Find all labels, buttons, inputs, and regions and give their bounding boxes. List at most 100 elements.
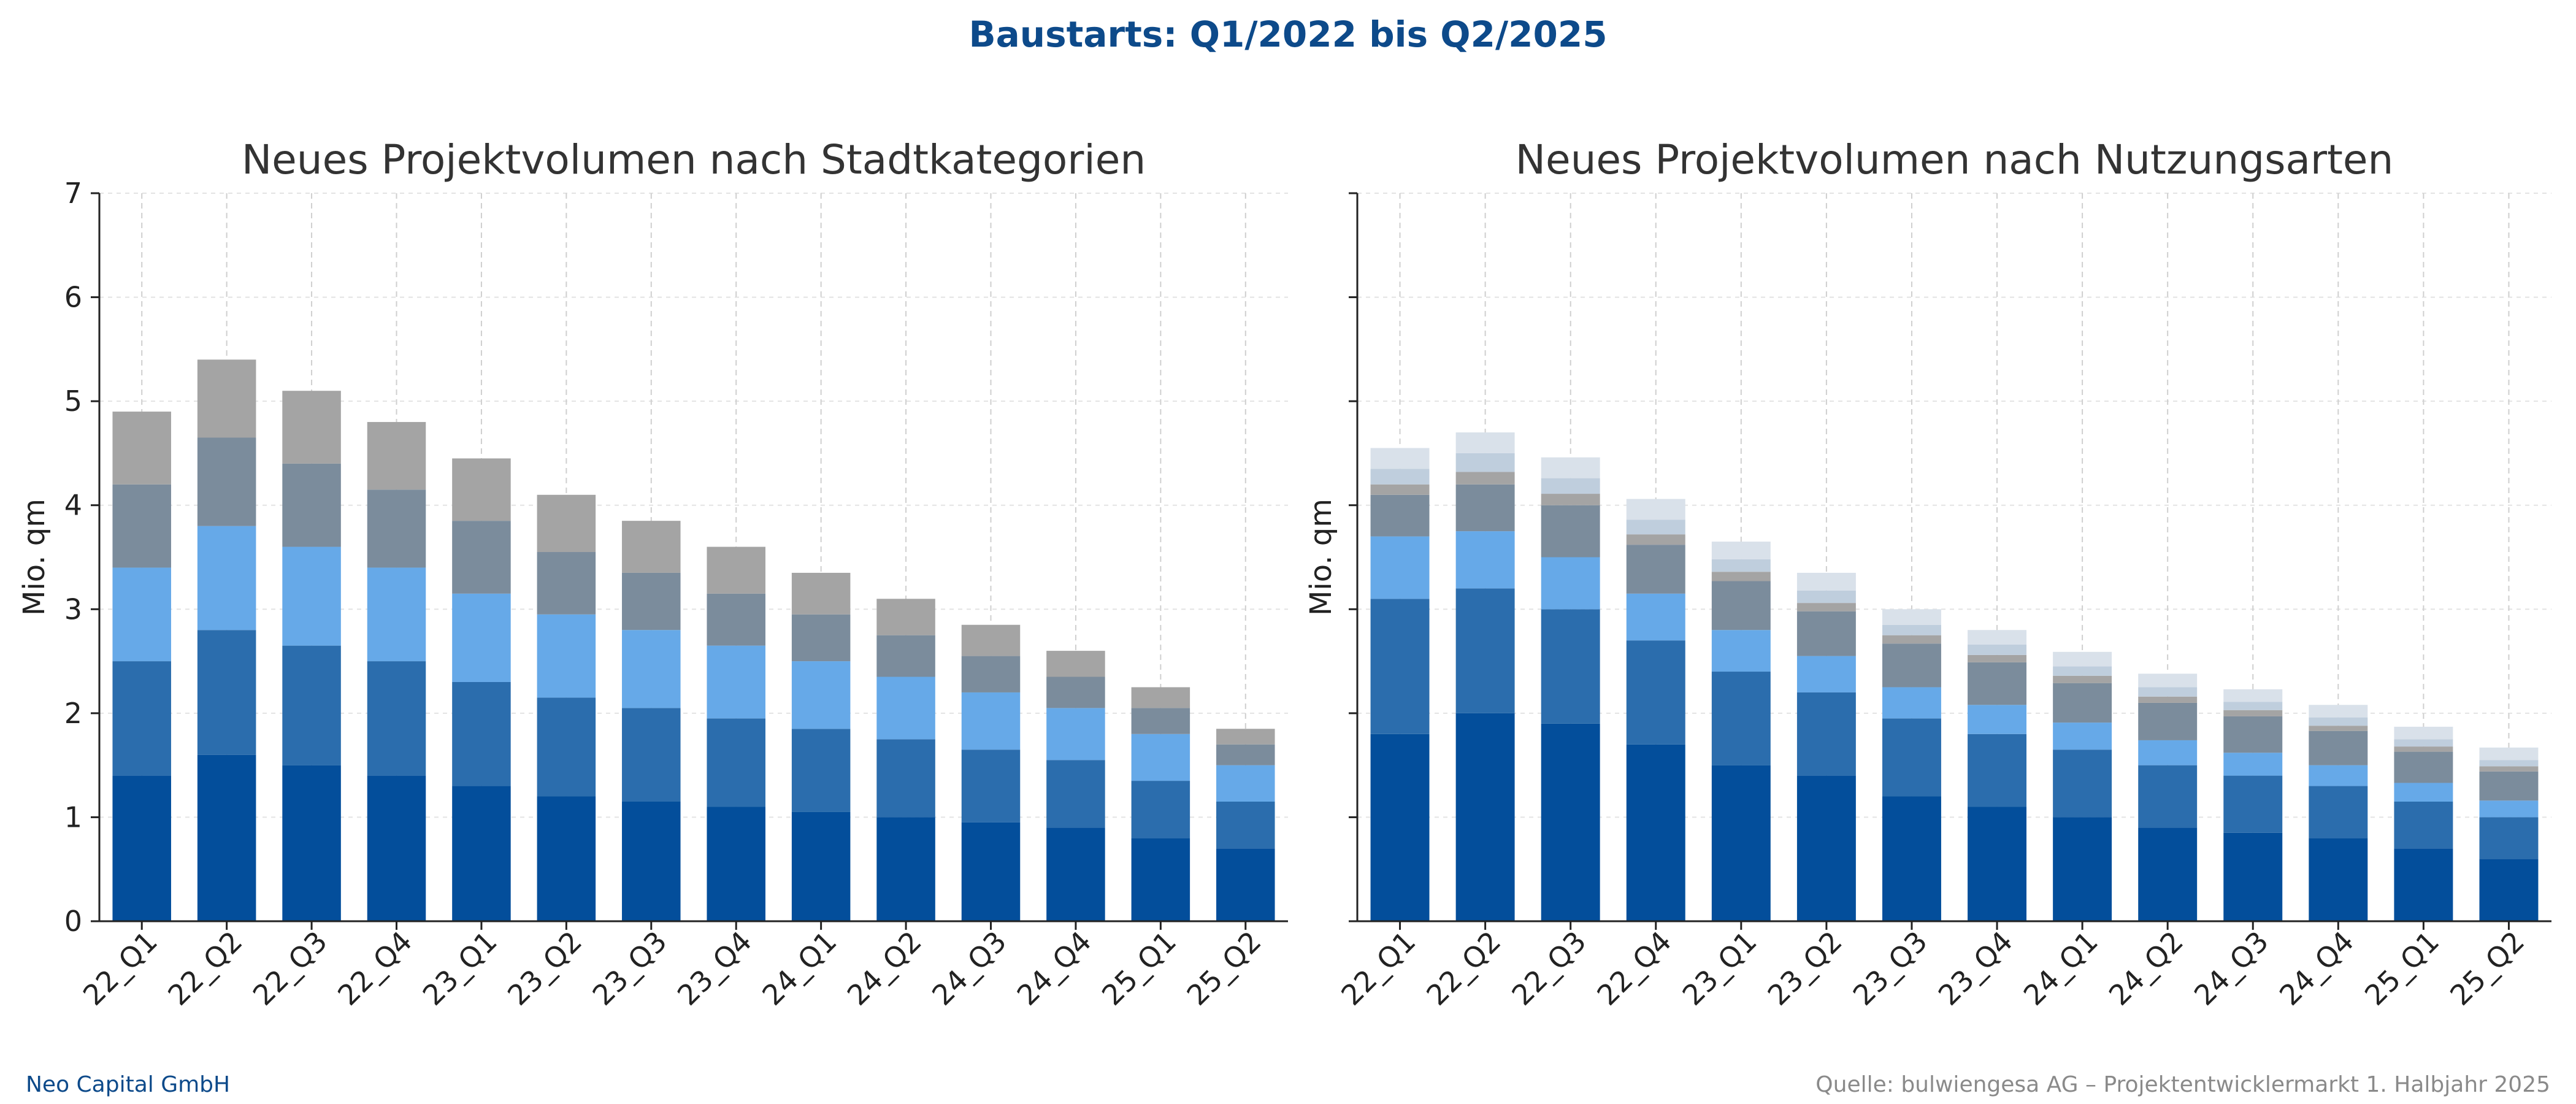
bar-segment [1626,534,1685,545]
bar-segment [197,754,256,921]
bar-segment [1541,505,1600,558]
bar-segment [1216,801,1275,849]
bar-segment [1968,734,2027,807]
bar-segment [1370,599,1430,734]
bar-segment [1370,494,1430,537]
x-tick-label: 22_Q4 [331,925,418,1012]
bar-segment [2138,702,2198,740]
bar-segment [876,677,935,740]
y-tick-label: 4 [64,489,82,522]
bar-segment [1455,472,1515,485]
bar-segment [1131,734,1190,781]
bar-segment [1796,775,1856,921]
bar-segment [2053,651,2112,667]
bar-segment [2053,675,2112,683]
bar-segment [622,572,681,631]
bar-segment [112,775,171,921]
x-tick-label: 25_Q1 [1095,925,1183,1012]
bar-segment [1455,531,1515,589]
bar-segment [1968,644,2027,655]
bar-segment [282,391,341,464]
bar-segment [1455,713,1515,921]
bar-segment [1968,654,2027,662]
bar-segment [876,599,935,635]
x-tick-label: 23_Q1 [416,925,504,1012]
bar-segment [112,567,171,662]
bar-segment [1796,590,1856,604]
x-tick-label: 23_Q4 [671,925,758,1012]
bar-segment [282,463,341,547]
bar-segment [2309,726,2368,731]
bar-segment [2479,800,2539,818]
page-title: Baustarts: Q1/2022 bis Q2/2025 [968,13,1608,55]
bar-segment [1541,609,1600,724]
x-tick-label: 24_Q2 [2103,925,2190,1012]
bar-segment [2309,765,2368,786]
bar-segment [2053,683,2112,723]
bar-segment [367,661,426,776]
bar-segment [1882,687,1941,719]
bar-segment [1968,630,2027,645]
bar-segment [367,775,426,921]
bar-segment [1046,708,1105,761]
x-tick-label: 23_Q3 [586,925,673,1012]
x-tick-label: 22_Q3 [1505,925,1592,1012]
bar-segment [1711,572,1771,581]
x-tick-label: 23_Q2 [501,925,588,1012]
bar-segment [791,614,851,662]
y-tick-label: 0 [64,905,82,938]
bar-segment [2223,832,2283,921]
bar-segment [2394,746,2453,752]
bar-segment [197,437,256,526]
bar-segment [2223,775,2283,833]
bar-segment [707,593,765,646]
bar-segment [707,546,765,594]
bar-segment [1882,609,1941,625]
bar-segment [2479,760,2539,767]
x-tick-label: 25_Q1 [2358,925,2445,1012]
chart-panel-2: 22_Q122_Q222_Q322_Q423_Q123_Q223_Q323_Q4… [1304,136,2551,1012]
bar-segment [1216,848,1275,921]
bar-segment [1541,494,1600,505]
bar-segment [2138,687,2198,697]
bar-segment [452,521,511,594]
bar-segment [112,412,171,485]
bar-segment [1370,734,1430,921]
x-tick-label: 23_Q1 [1676,925,1763,1012]
bar-segment [2479,859,2539,921]
bar-segment [622,630,681,708]
bar-segment [1711,581,1771,631]
bar-segment [2479,766,2539,772]
bar-segment [1796,656,1856,692]
bar-segment [876,739,935,818]
bar-segment [707,645,765,719]
x-tick-label: 24_Q4 [2273,925,2360,1012]
bar-segment [961,692,1021,750]
bar-segment [537,697,596,797]
bar-segment [2309,786,2368,838]
bar-segment [367,567,426,662]
bar-segment [1455,588,1515,713]
bar-segment [197,359,256,438]
footer-source: Quelle: bulwiengesa AG – Projektentwickl… [1815,1072,2550,1097]
x-tick-label: 24_Q2 [841,925,928,1012]
bar-segment [1626,519,1685,535]
bar-segment [707,718,765,807]
x-tick-label: 23_Q3 [1847,925,1934,1012]
bar-segment [791,729,851,812]
bar-segment [1882,796,1941,921]
bar-segment [1626,640,1685,745]
bar-segment [2309,717,2368,726]
bar-segment [282,546,341,646]
bar-segment [537,614,596,698]
bar-segment [2309,730,2368,765]
bar-segment [2479,771,2539,801]
y-tick-label: 7 [64,177,82,210]
bar-segment [2394,739,2453,747]
bar-segment [1216,744,1275,765]
bar-segment [1046,827,1105,921]
bar-segment [452,458,511,521]
bar-segment [622,521,681,573]
x-tick-label: 23_Q4 [1932,925,2019,1012]
